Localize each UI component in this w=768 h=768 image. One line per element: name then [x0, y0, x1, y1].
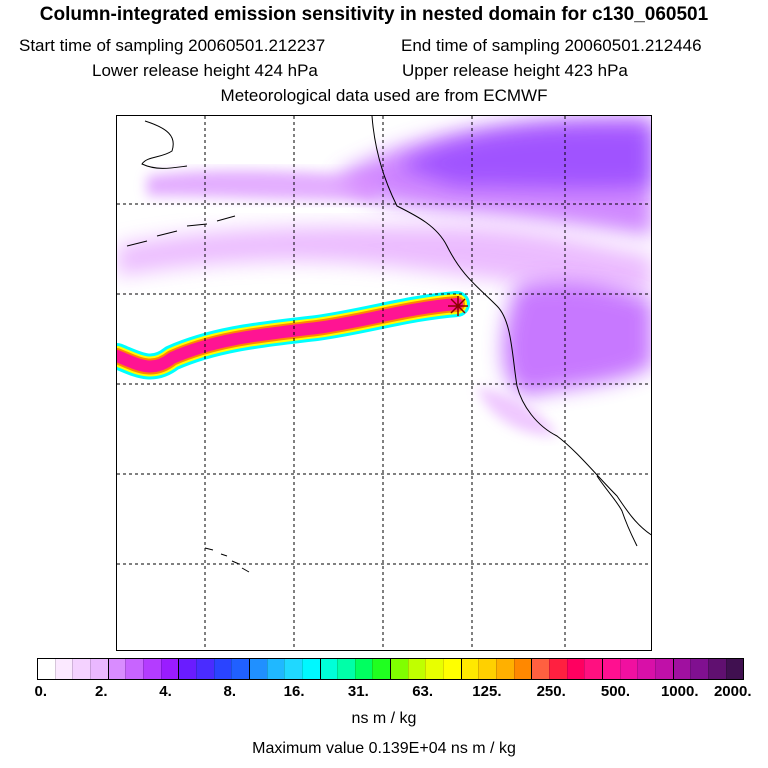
lower-release-label: Lower release height 424 hPa: [92, 61, 318, 80]
colorbar-tick-label: 31.: [347, 683, 369, 700]
colorbar-segment: [460, 659, 479, 679]
colorbar-segment: [248, 659, 267, 679]
colorbar-segment: [142, 659, 161, 679]
upper-release-label: Upper release height 423 hPa: [402, 61, 628, 80]
colorbar-segment: [266, 659, 285, 679]
northern-plume-core: [397, 124, 651, 189]
colorbar-segment: [602, 659, 620, 679]
colorbar-segment: [195, 659, 214, 679]
upper-light-band: [147, 170, 377, 201]
colorbar-tick-label: 250.: [536, 683, 566, 700]
start-time-label: Start time of sampling 20060501.212237: [19, 36, 326, 55]
north-america-coast: [371, 116, 651, 536]
colorbar-segment: [531, 659, 550, 679]
colorbar-tick-label: 0.: [34, 683, 48, 700]
colorbar-segment: [513, 659, 532, 679]
colorbar-tick-label: 8.: [223, 683, 237, 700]
colorbar-tick-label: 4.: [159, 683, 172, 700]
aleutian-islands: [126, 215, 236, 247]
colorbar-segment: [72, 659, 90, 679]
colorbar-tick-label: 125.: [472, 683, 502, 700]
colorbar-segment: [443, 659, 461, 679]
colorbar-segment: [160, 659, 179, 679]
colorbar-tick-label: 2.: [95, 683, 108, 700]
diffuse-sensitivity-field: [117, 116, 651, 436]
release-point-asterisk-icon: [448, 296, 468, 316]
colorbar-segment: [301, 659, 320, 679]
colorbar-tick-label: 1000.: [660, 683, 699, 700]
colorbar-segment: [125, 659, 143, 679]
colorbar-segment: [496, 659, 514, 679]
sensitivity-map: [116, 115, 652, 651]
colorbar-segment: [390, 659, 408, 679]
southern-light-fringe: [477, 386, 557, 436]
colorbar-segment: [566, 659, 585, 679]
colorbar-segment: [654, 659, 673, 679]
intense-plume: [117, 291, 470, 380]
maximum-value-label: Maximum value 0.139E+04 ns m / kg: [252, 740, 516, 757]
colorbar-segment: [354, 659, 373, 679]
end-time-label: End time of sampling 20060501.212446: [401, 36, 702, 55]
map-canvas: [117, 116, 651, 650]
colorbar-segment: [690, 659, 708, 679]
colorbar-segment: [107, 659, 126, 679]
colorbar-unit-label: ns m / kg: [351, 710, 417, 727]
colorbar-tick-label: 2000.: [713, 683, 752, 700]
colorbar-segment: [231, 659, 249, 679]
colorbar-segment: [54, 659, 73, 679]
colorbar-tick-label: 63.: [412, 683, 434, 700]
colorbar-segment: [549, 659, 567, 679]
colorbar-segment: [672, 659, 691, 679]
map-title: Column-integrated emission sensitivity i…: [39, 4, 709, 25]
colorbar-segment: [725, 659, 744, 679]
colorbar-tick-label: 16.: [283, 683, 305, 700]
coastlines: [126, 116, 651, 573]
met-data-label: Meteorological data used are from ECMWF: [220, 86, 548, 105]
colorbar-segment: [284, 659, 302, 679]
colorbar-segment: [478, 659, 497, 679]
colorbar-segment: [619, 659, 638, 679]
graticule: [117, 116, 651, 650]
colorbar-segment: [38, 659, 55, 679]
hawaii-islands: [204, 547, 250, 573]
colorbar-segment: [707, 659, 726, 679]
colorbar-segment: [337, 659, 355, 679]
colorbar-tick-label: 500.: [600, 683, 631, 700]
east-coast-band: [503, 282, 651, 396]
colorbar-segment: [319, 659, 338, 679]
colorbar-segment: [213, 659, 232, 679]
colorbar-segment: [372, 659, 391, 679]
colorbar-segment: [89, 659, 108, 679]
colorbar-segment: [425, 659, 444, 679]
middle-light-band: [117, 226, 651, 291]
colorbar-segment: [584, 659, 602, 679]
colorbar: [37, 658, 744, 680]
baja-peninsula: [596, 475, 638, 547]
colorbar-segment: [637, 659, 655, 679]
colorbar-segment: [178, 659, 196, 679]
alaska-coast: [141, 120, 188, 169]
colorbar-segment: [407, 659, 426, 679]
